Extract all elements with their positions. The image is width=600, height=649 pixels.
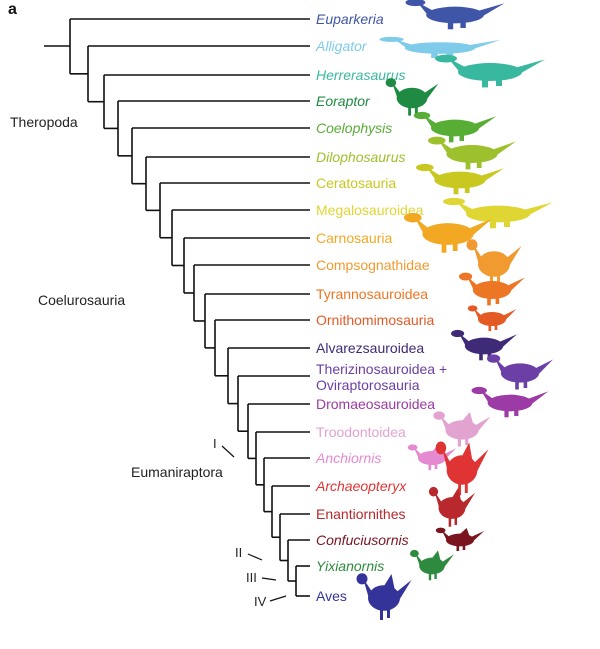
clade-label-theropoda: Theropoda xyxy=(10,114,78,130)
node-label-iv: IV xyxy=(254,594,267,609)
troodontoidea-silhouette-icon xyxy=(433,411,491,447)
taxon-label: Megalosauroidea xyxy=(316,202,424,218)
eoraptor-silhouette-icon xyxy=(385,78,439,116)
node-label-i: I xyxy=(213,436,217,451)
node-ii-pointer xyxy=(247,553,263,561)
ceratosauria-silhouette-icon xyxy=(416,163,504,195)
tyrannosauroidea-silhouette-icon xyxy=(459,272,525,306)
euparkeria-silhouette-icon xyxy=(405,0,505,30)
taxon-label: Aves xyxy=(316,588,347,604)
taxon-label: Yixianornis xyxy=(316,558,385,574)
therizinosauroidea-silhouette-icon xyxy=(487,354,553,390)
taxon-label: Carnosauria xyxy=(316,230,393,246)
coelophysis-silhouette-icon xyxy=(413,111,497,143)
archaeopteryx-silhouette-icon xyxy=(435,441,489,496)
taxon-label: Compsognathidae xyxy=(316,257,430,273)
taxon-label: Troodontoidea xyxy=(316,424,406,440)
node-iv-pointer xyxy=(269,595,287,602)
node-i-pointer xyxy=(221,445,235,458)
taxon-label: Herrerasaurus xyxy=(316,67,406,83)
taxon-label: Euparkeria xyxy=(316,11,384,27)
panel-label: a xyxy=(8,1,17,18)
taxon-label: Alligator xyxy=(316,38,367,54)
confuciusornis-silhouette-icon xyxy=(435,527,485,551)
dromaeosauroidea-silhouette-icon xyxy=(471,386,549,418)
taxon-label: Coelophysis xyxy=(316,120,393,136)
node-iii-pointer xyxy=(261,577,277,581)
taxon-label: Alvarezsauroidea xyxy=(316,340,425,356)
megalosauroidea-silhouette-icon xyxy=(443,197,553,229)
taxon-label: Enantiornithes xyxy=(316,506,406,522)
node-label-ii: II xyxy=(235,545,243,560)
taxon-label: Ceratosauria xyxy=(316,175,397,191)
taxon-label: Dromaeosauroidea xyxy=(316,396,436,412)
taxon-label: Tyrannosauroidea xyxy=(316,286,429,302)
taxon-label: Dilophosaurus xyxy=(316,149,406,165)
ornithomimosauria-silhouette-icon xyxy=(467,305,517,332)
taxon-label: Eoraptor xyxy=(316,93,370,109)
yixianornis-silhouette-icon xyxy=(410,549,454,581)
taxon-label: Ornithomimosauria xyxy=(316,312,435,328)
clade-label-coelurosauria: Coelurosauria xyxy=(38,292,126,308)
taxon-label: Confuciusornis xyxy=(316,532,409,548)
enantiornithes-silhouette-icon xyxy=(428,486,476,527)
alligator-silhouette-icon xyxy=(379,36,501,58)
dilophosaurus-silhouette-icon xyxy=(428,136,516,170)
compsognathidae-silhouette-icon xyxy=(466,239,522,286)
node-label-iii: III xyxy=(246,570,257,585)
taxon-label: Archaeopteryx xyxy=(316,478,407,494)
carnosauria-silhouette-icon xyxy=(404,212,492,253)
aves-silhouette-icon xyxy=(356,573,412,620)
herrerasaurus-silhouette-icon xyxy=(435,54,545,88)
alvarezsauroidea-silhouette-icon xyxy=(451,329,517,361)
taxon-label: Therizinosauroidea + Oviraptorosauria xyxy=(316,361,448,393)
taxon-label: Anchiornis xyxy=(316,450,382,466)
clade-label-eumaniraptora: Eumaniraptora xyxy=(131,464,223,480)
